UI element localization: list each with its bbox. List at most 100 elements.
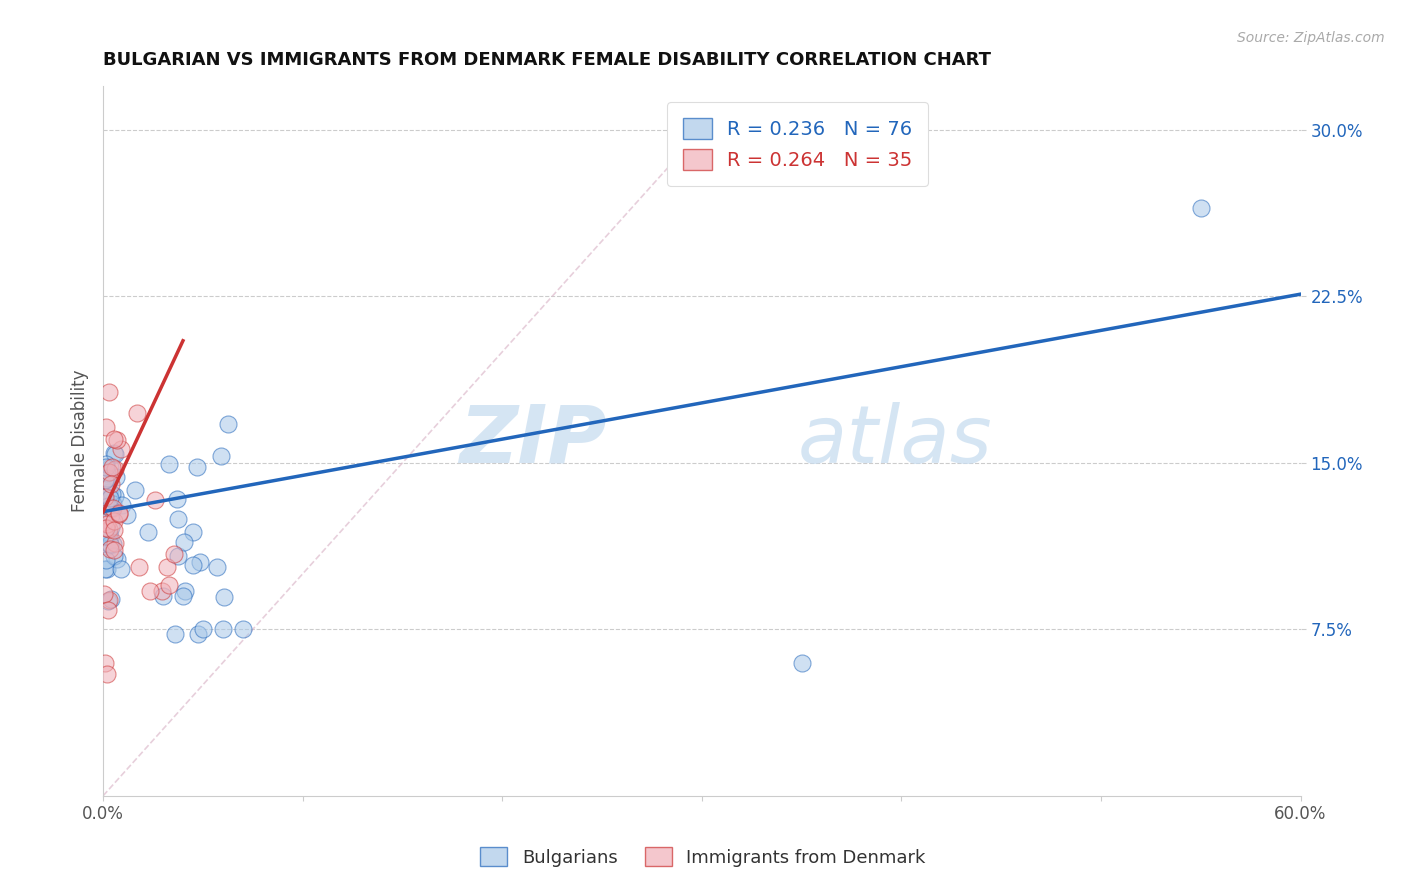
- Point: [205, 560, 228, 574]
- Point: [100, 476, 122, 491]
- Point: [181, 524, 204, 539]
- Point: [98, 526, 121, 541]
- Point: [186, 626, 208, 640]
- Point: [172, 589, 194, 603]
- Point: [104, 462, 127, 476]
- Point: [96, 420, 118, 434]
- Point: [157, 457, 180, 471]
- Point: [98, 530, 121, 544]
- Point: [98, 501, 121, 516]
- Point: [98, 538, 121, 552]
- Point: [104, 489, 127, 503]
- Point: [104, 536, 127, 550]
- Point: [157, 578, 180, 592]
- Point: [93, 473, 115, 487]
- Point: [105, 552, 128, 566]
- Point: [150, 583, 173, 598]
- Point: [105, 433, 128, 447]
- Point: [156, 559, 179, 574]
- Point: [166, 512, 188, 526]
- Point: [97, 593, 120, 607]
- Point: [1189, 201, 1212, 215]
- Point: [111, 498, 134, 512]
- Point: [214, 591, 236, 605]
- Point: [166, 491, 188, 506]
- Point: [97, 500, 120, 514]
- Point: [96, 539, 118, 553]
- Point: [98, 542, 121, 557]
- Point: [94, 490, 117, 504]
- Point: [128, 560, 150, 574]
- Point: [174, 584, 197, 599]
- Point: [212, 622, 235, 636]
- Point: [101, 487, 124, 501]
- Point: [163, 627, 186, 641]
- Point: [94, 460, 117, 475]
- Point: [94, 562, 117, 576]
- Point: [100, 491, 122, 506]
- Point: [96, 466, 118, 480]
- Point: [108, 507, 131, 521]
- Point: [136, 524, 159, 539]
- Point: [96, 666, 118, 681]
- Point: [94, 474, 117, 488]
- Point: [125, 406, 148, 420]
- Point: [93, 587, 115, 601]
- Point: [232, 622, 254, 636]
- Point: [191, 622, 214, 636]
- Point: [93, 516, 115, 530]
- Point: [94, 458, 117, 472]
- Point: [100, 460, 122, 475]
- Point: [96, 517, 118, 532]
- Point: [103, 432, 125, 446]
- Point: [97, 594, 120, 608]
- Point: [103, 447, 125, 461]
- Point: [103, 524, 125, 538]
- Point: [110, 442, 132, 457]
- Point: [97, 522, 120, 536]
- Point: [186, 460, 208, 475]
- Point: [139, 584, 162, 599]
- Point: [100, 592, 122, 607]
- Text: BULGARIAN VS IMMIGRANTS FROM DENMARK FEMALE DISABILITY CORRELATION CHART: BULGARIAN VS IMMIGRANTS FROM DENMARK FEM…: [103, 51, 991, 69]
- Point: [98, 537, 121, 551]
- Point: [145, 493, 167, 508]
- Point: [100, 520, 122, 534]
- Point: [103, 501, 125, 516]
- Point: [98, 465, 121, 479]
- Point: [173, 535, 195, 549]
- Point: [98, 385, 121, 400]
- Y-axis label: Female Disability: Female Disability: [72, 369, 89, 512]
- Text: Source: ZipAtlas.com: Source: ZipAtlas.com: [1237, 31, 1385, 45]
- Point: [94, 529, 117, 543]
- Legend: Bulgarians, Immigrants from Denmark: Bulgarians, Immigrants from Denmark: [474, 840, 932, 874]
- Point: [152, 589, 174, 603]
- Point: [96, 553, 118, 567]
- Point: [103, 514, 125, 528]
- Point: [110, 562, 132, 576]
- Point: [790, 656, 813, 670]
- Point: [217, 417, 239, 431]
- Point: [97, 602, 120, 616]
- Point: [94, 520, 117, 534]
- Point: [101, 498, 124, 512]
- Point: [117, 508, 139, 522]
- Point: [94, 656, 117, 670]
- Point: [104, 470, 127, 484]
- Point: [96, 466, 118, 480]
- Point: [188, 555, 211, 569]
- Point: [98, 500, 121, 515]
- Point: [181, 558, 204, 572]
- Text: ZIP: ZIP: [458, 401, 606, 480]
- Point: [100, 500, 122, 515]
- Point: [93, 525, 115, 540]
- Point: [101, 537, 124, 551]
- Point: [103, 543, 125, 558]
- Point: [93, 491, 115, 505]
- Point: [100, 508, 122, 523]
- Point: [96, 526, 118, 541]
- Point: [211, 450, 233, 464]
- Point: [108, 507, 131, 521]
- Point: [96, 471, 118, 485]
- Point: [96, 562, 118, 576]
